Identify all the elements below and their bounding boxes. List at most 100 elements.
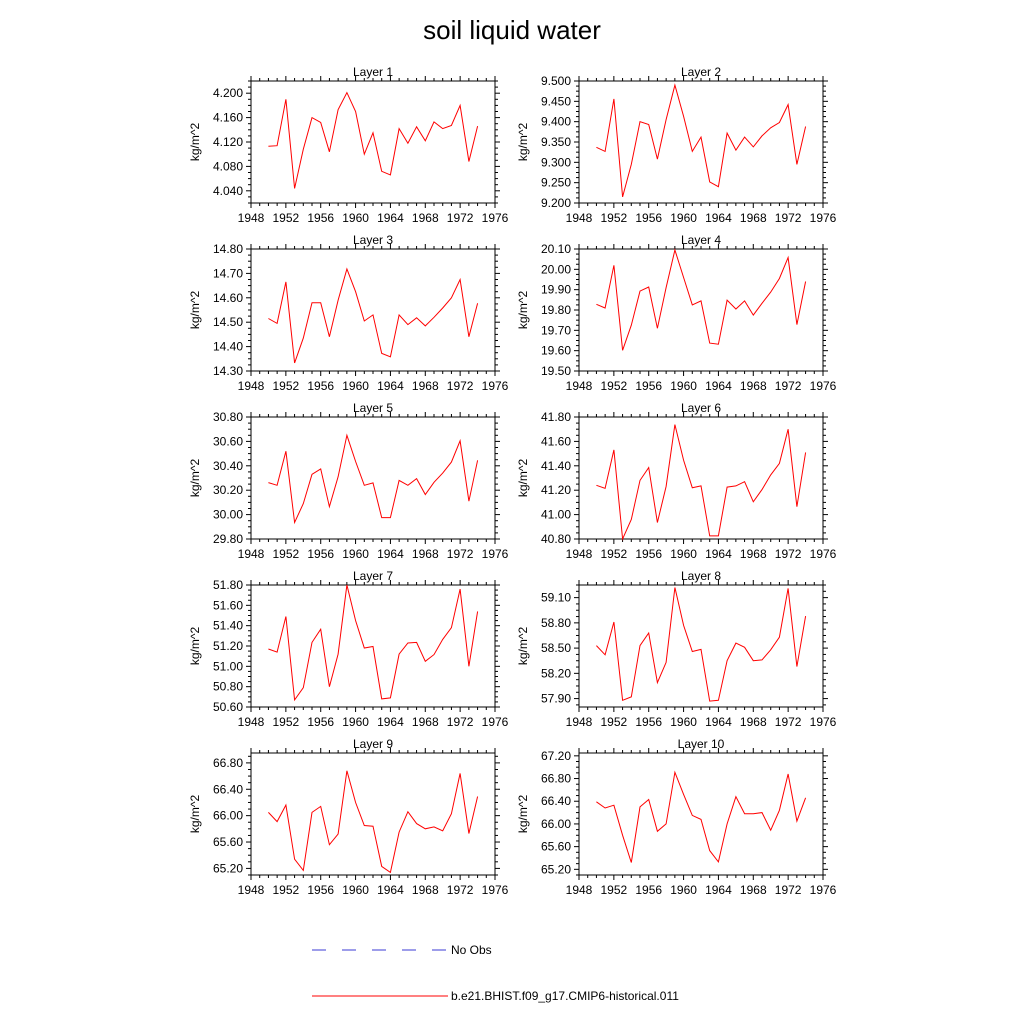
x-tick-label: 1972 <box>775 211 802 225</box>
panel-layer-3: Layer 3 1948 1952 1956 1960 1964 1968 1972 1976 1… <box>188 233 509 393</box>
x-tick-label: 1976 <box>810 379 837 393</box>
x-tick-label: 1968 <box>740 883 767 897</box>
x-tick-label: 1972 <box>775 883 802 897</box>
x-tick-label: 1956 <box>307 715 334 729</box>
x-tick-label: 1952 <box>601 547 628 561</box>
x-tick-label: 1960 <box>670 715 697 729</box>
x-tick-label: 1968 <box>740 715 767 729</box>
x-tick-label: 1956 <box>635 883 662 897</box>
x-tick-label: 1956 <box>635 211 662 225</box>
y-tick-label: 9.200 <box>541 196 571 210</box>
y-tick-label: 20.00 <box>541 262 571 276</box>
plot-frame <box>578 80 824 204</box>
y-tick-label: 65.20 <box>541 862 571 876</box>
x-tick-label: 1960 <box>342 883 369 897</box>
x-tick-label: 1968 <box>412 547 439 561</box>
x-tick-label: 1976 <box>482 715 509 729</box>
panel-layer-4: Layer 4 1948 1952 1956 1960 1964 1968 1972 1976 1… <box>516 233 837 393</box>
x-tick-label: 1976 <box>482 547 509 561</box>
y-tick-label: 41.40 <box>541 459 571 473</box>
y-tick-label: 30.80 <box>213 410 243 424</box>
y-tick-label: 65.60 <box>541 840 571 854</box>
x-tick-label: 1960 <box>670 379 697 393</box>
series-line <box>596 587 807 702</box>
x-tick-label: 1952 <box>601 883 628 897</box>
panel-title: Layer 7 <box>353 569 393 583</box>
figure-title: soil liquid water <box>423 15 601 45</box>
y-axis-label: kg/m^2 <box>188 795 202 834</box>
y-tick-label: 66.00 <box>541 817 571 831</box>
y-tick-label: 66.40 <box>213 782 243 796</box>
plot-frame <box>578 752 824 876</box>
x-tick-label: 1968 <box>412 715 439 729</box>
series-line <box>268 267 479 364</box>
series-line <box>596 248 807 351</box>
y-tick-label: 58.20 <box>541 666 571 680</box>
y-tick-label: 4.080 <box>213 159 243 173</box>
y-tick-label: 41.20 <box>541 483 571 497</box>
y-tick-label: 19.70 <box>541 323 571 337</box>
y-tick-label: 19.80 <box>541 303 571 317</box>
y-axis-label: kg/m^2 <box>188 627 202 666</box>
y-tick-label: 30.00 <box>213 508 243 522</box>
x-tick-label: 1960 <box>670 547 697 561</box>
y-tick-label: 19.90 <box>541 283 571 297</box>
y-tick-label: 66.80 <box>541 772 571 786</box>
x-tick-label: 1956 <box>635 379 662 393</box>
x-tick-label: 1960 <box>670 211 697 225</box>
plot-frame <box>578 248 824 372</box>
panel-title: Layer 5 <box>353 401 393 415</box>
x-tick-label: 1948 <box>566 211 593 225</box>
y-axis-label: kg/m^2 <box>516 627 530 666</box>
x-tick-label: 1964 <box>377 379 404 393</box>
y-tick-label: 14.50 <box>213 315 243 329</box>
series-line <box>268 91 479 189</box>
y-tick-label: 50.60 <box>213 700 243 714</box>
x-tick-label: 1972 <box>775 547 802 561</box>
x-tick-label: 1968 <box>740 211 767 225</box>
panel-layer-8: Layer 8 1948 1952 1956 1960 1964 1968 1972 1976 5… <box>516 569 837 729</box>
y-axis-label: kg/m^2 <box>188 459 202 498</box>
x-tick-label: 1952 <box>601 211 628 225</box>
x-tick-label: 1976 <box>482 379 509 393</box>
y-tick-label: 30.20 <box>213 483 243 497</box>
plot-frame <box>250 80 496 204</box>
panel-title: Layer 3 <box>353 233 393 247</box>
y-tick-label: 14.80 <box>213 242 243 256</box>
x-tick-label: 1952 <box>273 883 300 897</box>
x-tick-label: 1948 <box>566 547 593 561</box>
y-tick-label: 14.60 <box>213 291 243 305</box>
panel-layer-6: Layer 6 1948 1952 1956 1960 1964 1968 1972 1976 4… <box>516 401 837 561</box>
panel-layer-10: Layer 10 1948 1952 1956 1960 1964 1968 1972 1976… <box>516 737 837 897</box>
y-tick-label: 9.300 <box>541 155 571 169</box>
y-tick-label: 40.80 <box>541 532 571 546</box>
x-tick-label: 1952 <box>273 379 300 393</box>
x-tick-label: 1952 <box>273 715 300 729</box>
panel-layer-1: Layer 1 1948 1952 1956 1960 1964 1968 1972 1976 4… <box>188 65 509 225</box>
panel-title: Layer 6 <box>681 401 721 415</box>
panel-title: Layer 10 <box>678 737 725 751</box>
x-tick-label: 1972 <box>775 715 802 729</box>
y-tick-label: 51.60 <box>213 598 243 612</box>
x-tick-label: 1960 <box>342 211 369 225</box>
y-tick-label: 29.80 <box>213 532 243 546</box>
x-tick-label: 1968 <box>412 211 439 225</box>
panel-layer-5: Layer 5 1948 1952 1956 1960 1964 1968 1972 1976 2… <box>188 401 509 561</box>
x-tick-label: 1948 <box>566 715 593 729</box>
y-tick-label: 41.80 <box>541 410 571 424</box>
series-line <box>268 433 479 525</box>
y-tick-label: 51.80 <box>213 578 243 592</box>
y-tick-label: 4.200 <box>213 86 243 100</box>
x-tick-label: 1976 <box>810 883 837 897</box>
x-tick-label: 1972 <box>447 883 474 897</box>
panel-layer-9: Layer 9 1948 1952 1956 1960 1964 1968 1972 1976 6… <box>188 737 509 897</box>
x-tick-label: 1964 <box>705 883 732 897</box>
x-tick-label: 1956 <box>307 547 334 561</box>
panel-title: Layer 1 <box>353 65 393 79</box>
y-axis-label: kg/m^2 <box>516 795 530 834</box>
panel-title: Layer 2 <box>681 65 721 79</box>
x-tick-label: 1972 <box>447 379 474 393</box>
y-tick-label: 4.040 <box>213 184 243 198</box>
x-tick-label: 1976 <box>482 883 509 897</box>
x-tick-label: 1956 <box>307 883 334 897</box>
